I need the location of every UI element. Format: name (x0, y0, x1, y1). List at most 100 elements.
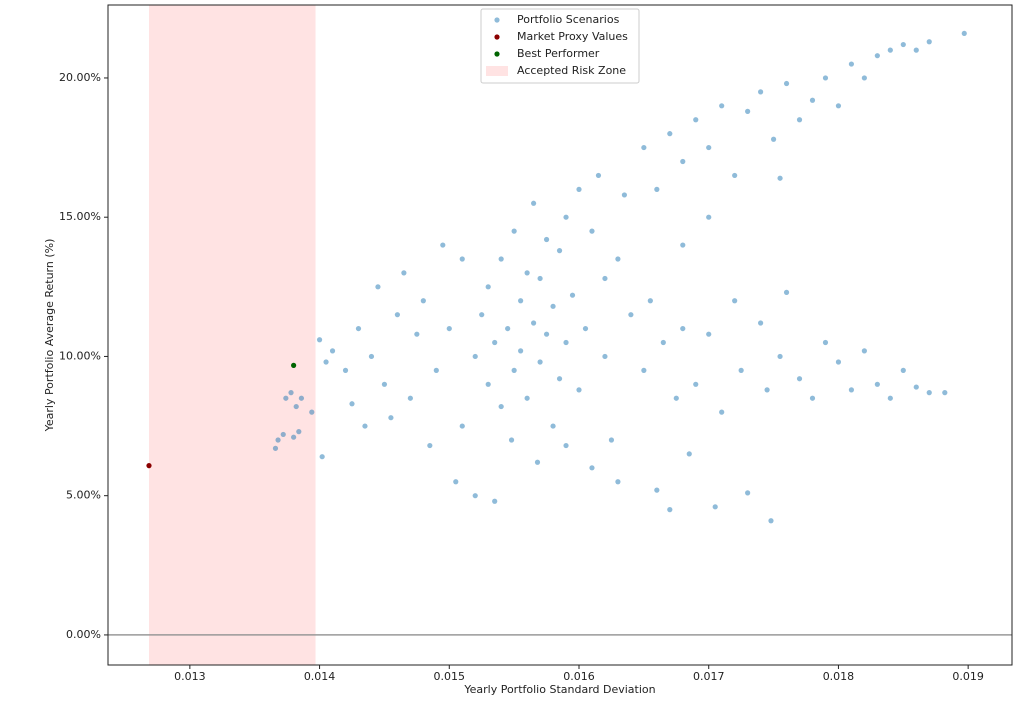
x-tick-label: 0.014 (304, 670, 336, 683)
point (796, 376, 803, 382)
point (323, 359, 329, 365)
legend-label: Accepted Risk Zone (517, 64, 626, 77)
point (913, 47, 919, 53)
point (459, 256, 465, 262)
point (660, 339, 666, 346)
point (531, 320, 537, 326)
point (275, 437, 281, 443)
point (563, 339, 569, 346)
x-axis-label: Yearly Portfolio Standard Deviation (463, 683, 655, 696)
y-tick-label: 5.00% (66, 489, 101, 502)
legend-marker (494, 34, 500, 40)
point (329, 348, 336, 354)
point (602, 353, 608, 360)
point (537, 275, 543, 282)
point (822, 339, 829, 346)
point (848, 387, 855, 393)
y-tick-label: 10.00% (59, 349, 101, 362)
point (777, 175, 783, 181)
y-axis-label: Yearly Portfolio Average Return (%) (43, 239, 56, 433)
point (641, 144, 647, 151)
point (758, 89, 764, 95)
x-tick-label: 0.017 (693, 670, 725, 683)
point (280, 431, 286, 438)
point (511, 228, 517, 234)
point (783, 289, 790, 295)
point (961, 30, 967, 37)
point (492, 498, 498, 504)
point (595, 172, 602, 179)
x-tick-label: 0.016 (563, 670, 595, 683)
point (706, 214, 712, 220)
point (288, 390, 294, 396)
point (647, 298, 653, 304)
point (809, 97, 816, 103)
point (505, 325, 511, 332)
point (835, 359, 842, 365)
point (485, 381, 491, 387)
point (796, 117, 803, 123)
point (745, 490, 751, 496)
point (342, 367, 349, 373)
point (926, 390, 932, 396)
legend-marker (494, 17, 500, 23)
point (296, 429, 302, 435)
point (355, 325, 362, 332)
point (582, 325, 589, 332)
point (667, 131, 673, 137)
point (453, 479, 459, 485)
legend-label: Portfolio Scenarios (517, 13, 620, 26)
legend-label: Best Performer (517, 47, 600, 60)
point (732, 172, 738, 179)
point (706, 144, 712, 151)
point (349, 401, 355, 407)
point (900, 367, 906, 373)
point (615, 479, 621, 485)
x-tick-label: 0.019 (952, 670, 984, 683)
point (861, 348, 867, 354)
y-tick-label: 15.00% (59, 210, 101, 223)
point (508, 437, 515, 443)
point (770, 136, 777, 142)
point (531, 200, 537, 206)
point (628, 312, 634, 318)
point (375, 284, 381, 290)
point (641, 367, 647, 373)
point (427, 442, 433, 449)
point (524, 270, 530, 276)
point (608, 437, 615, 443)
point (518, 348, 524, 354)
point (472, 493, 478, 499)
y-tick-label: 20.00% (59, 71, 101, 84)
point (293, 403, 299, 410)
point (693, 381, 699, 387)
point (680, 325, 686, 332)
legend-marker (486, 66, 508, 76)
point (498, 256, 504, 262)
legend-box (480, 8, 640, 84)
x-tick-label: 0.013 (174, 670, 206, 683)
point (479, 312, 485, 318)
point (440, 242, 446, 248)
point (693, 117, 699, 123)
point (401, 270, 407, 276)
point (887, 395, 893, 401)
legend-label: Market Proxy Values (517, 30, 628, 43)
point (543, 236, 550, 243)
point (272, 445, 279, 451)
plot-frame (107, 4, 1013, 666)
point (576, 186, 582, 192)
point (472, 353, 478, 360)
point (874, 53, 880, 59)
point (900, 41, 906, 48)
y-tick-label: 0.00% (66, 628, 101, 641)
legend-marker (494, 51, 500, 57)
point (680, 242, 686, 248)
point (556, 376, 563, 382)
point (732, 298, 738, 304)
point (319, 454, 325, 460)
point (861, 75, 867, 81)
point (309, 409, 315, 415)
